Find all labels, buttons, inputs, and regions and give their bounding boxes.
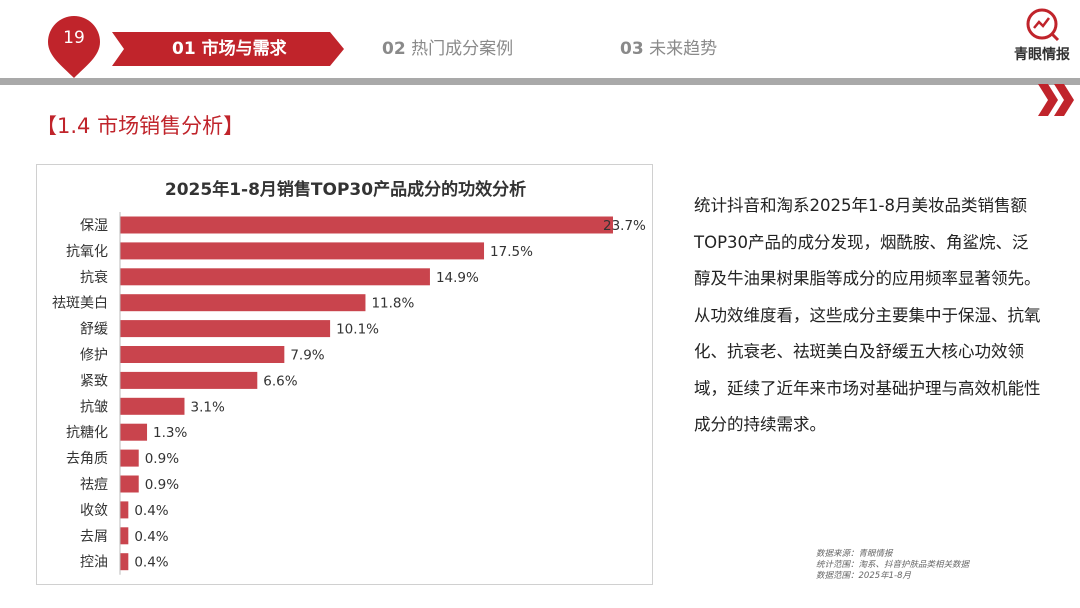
category-label: 抗糖化 [66,425,108,441]
nav-tab-trends[interactable]: 03 未来趋势 [620,38,717,60]
value-label: 1.3% [153,425,187,441]
bar [120,242,485,260]
bar [120,475,139,493]
value-label: 23.7% [603,218,646,234]
value-label: 0.9% [145,477,179,493]
category-label: 保湿 [80,218,108,234]
bar [120,371,258,389]
analysis-paragraph-2: 从功效维度看，这些成分主要集中于保湿、抗氧化、抗衰老、祛斑美白及舒缓五大核心功效… [694,305,1041,435]
bar [120,320,331,338]
value-label: 3.1% [190,399,224,415]
value-label: 7.9% [290,348,324,364]
nav-tab-number: 01 [172,39,196,59]
bar [120,423,148,441]
nav-tab-label: 热门成分案例 [411,39,514,59]
bar-chart: 保湿 23.7% 抗氧化 17.5% 抗衰 14.9% 祛斑美白 11.8% 舒缓 10.1% 修护… [52,212,646,575]
category-label: 去屑 [80,529,108,545]
nav-tab-market[interactable]: 01 市场与需求 [172,38,287,60]
category-label: 收敛 [80,503,108,519]
nav-tab-label: 未来趋势 [649,39,718,59]
scope-line: 统计范围：淘系、抖音护肤品类相关数据 [816,560,970,570]
page-number: 19 [63,28,85,48]
bar [120,527,129,545]
category-label: 控油 [80,555,108,571]
category-label: 紧致 [80,373,108,389]
bar [120,553,129,571]
bar [120,501,129,519]
source-line: 数据来源：青眼情报 [816,549,893,559]
analysis-paragraph-1: 统计抖音和淘系2025年1-8月美妆品类销售额TOP30产品的成分发现，烟酰胺、… [694,196,1041,288]
value-label: 0.4% [134,529,168,545]
value-label: 0.4% [134,503,168,519]
bar [120,216,613,234]
range-line: 数据范围：2025年1-8月 [816,571,912,581]
chart-title: 2025年1-8月销售TOP30产品成分的功效分析 [164,180,527,200]
nav-active-background [112,32,344,66]
nav-tab-number: 02 [382,39,406,59]
category-label: 抗衰 [80,269,108,286]
page-number-badge [48,16,100,78]
category-label: 去角质 [66,451,108,467]
double-chevron-icon [1038,84,1074,116]
category-label: 抗氧化 [66,244,108,260]
bar [120,449,139,467]
logo-magnifier-icon [1026,8,1060,42]
value-label: 14.9% [436,270,479,286]
category-label: 祛斑美白 [52,296,108,312]
bar [120,397,185,415]
value-label: 0.4% [134,555,168,571]
bar [120,268,430,286]
section-title: 【1.4 市场销售分析】 [36,114,245,138]
value-label: 11.8% [371,296,414,312]
bar [120,294,366,312]
value-label: 0.9% [145,451,179,467]
value-label: 6.6% [263,373,297,389]
category-label: 抗皱 [80,399,108,415]
value-label: 17.5% [490,244,533,260]
bar [120,346,285,363]
nav-tab-label: 市场与需求 [201,39,287,59]
category-label: 祛痘 [80,477,108,493]
chart-panel: 2025年1-8月销售TOP30产品成分的功效分析 保湿 23.7% 抗氧化 17.5… [36,164,653,585]
value-label: 10.1% [336,322,379,338]
header-divider [0,78,1080,85]
nav-tab-ingredients[interactable]: 02 热门成分案例 [382,38,513,60]
category-label: 修护 [80,348,108,364]
nav-tab-number: 03 [620,39,644,59]
category-label: 舒缓 [80,322,108,338]
logo-text: 青眼情报 [1014,47,1070,63]
data-source-note: 数据来源：青眼情报 统计范围：淘系、抖音护肤品类相关数据 数据范围：2025年1… [816,549,969,582]
analysis-text: 统计抖音和淘系2025年1-8月美妆品类销售额TOP30产品的成分发现，烟酰胺、… [694,188,1044,444]
